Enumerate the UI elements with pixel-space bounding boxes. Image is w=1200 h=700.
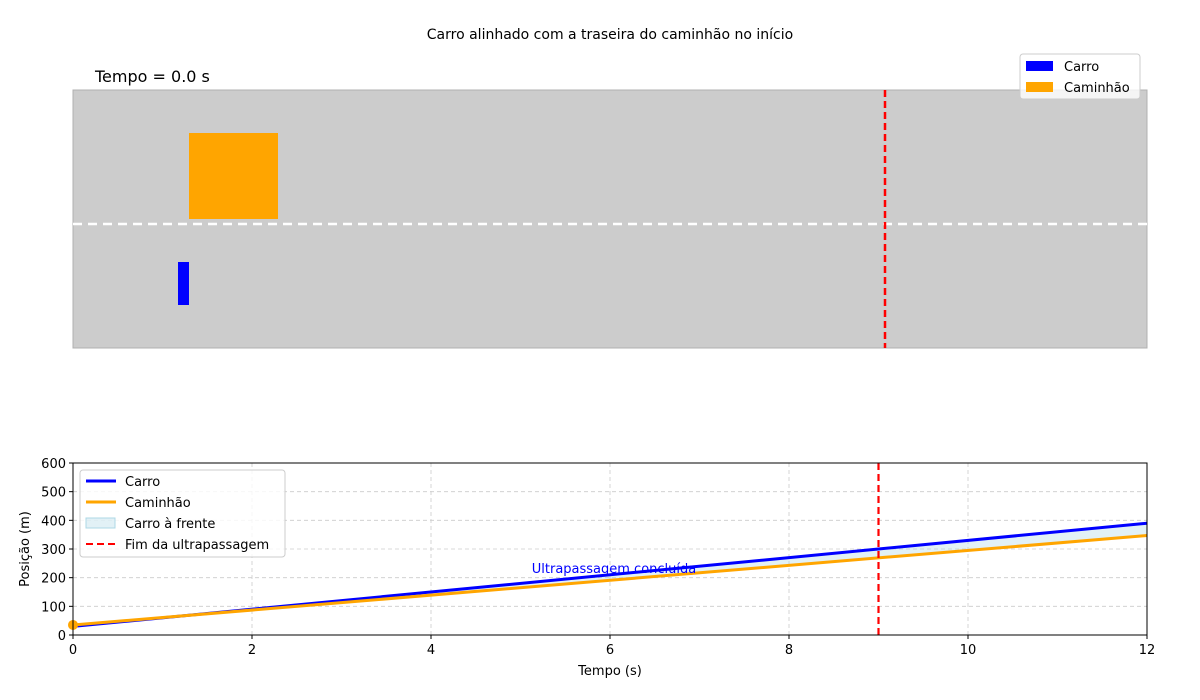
road-legend-label-truck: Caminhão xyxy=(1064,81,1130,96)
road-view: Tempo = 0.0 s Carro Caminhão xyxy=(72,53,1148,349)
car xyxy=(178,262,189,305)
x-tick-label: 6 xyxy=(606,643,614,658)
road-legend-swatch-car xyxy=(1026,61,1053,71)
x-tick-label: 4 xyxy=(427,643,435,658)
y-tick-label: 500 xyxy=(41,486,66,501)
x-tick-label: 8 xyxy=(785,643,793,658)
tick-layer: 0 2 4 6 8 10 12 0 100 200 300 400 500 600 xyxy=(41,457,1155,658)
x-tick-label: 12 xyxy=(1139,643,1156,658)
annotation-text: Ultrapassagem concluída xyxy=(532,562,696,577)
series-line-truck xyxy=(72,534,1148,627)
x-axis-label: Tempo (s) xyxy=(577,664,642,679)
y-tick-label: 400 xyxy=(41,514,66,529)
road-legend-swatch-truck xyxy=(1026,82,1053,92)
y-tick-label: 300 xyxy=(41,543,66,558)
x-tick-label: 0 xyxy=(69,643,77,658)
chart-legend-label-ahead: Carro à frente xyxy=(125,517,215,532)
y-tick-label: 200 xyxy=(41,572,66,587)
y-axis-label: Posição (m) xyxy=(18,511,33,587)
chart-legend-label-truck: Caminhão xyxy=(125,496,191,511)
chart-legend-label-finish: Fim da ultrapassagem xyxy=(125,538,269,553)
truck xyxy=(189,133,278,219)
road-legend-label-car: Carro xyxy=(1064,60,1099,75)
chart-legend: Carro Caminhão Carro à frente Fim da ult… xyxy=(79,469,286,558)
figure-title: Carro alinhado com a traseira do caminhã… xyxy=(427,27,793,43)
x-tick-label: 2 xyxy=(248,643,256,658)
y-tick-label: 0 xyxy=(58,629,66,644)
chart-legend-label-car: Carro xyxy=(125,475,160,490)
time-readout: Tempo = 0.0 s xyxy=(94,67,210,86)
chart-legend-swatch-ahead xyxy=(85,517,116,529)
x-tick-label: 10 xyxy=(960,643,977,658)
position-chart: Ultrapassagem concluída 0 2 4 6 8 10 12 0 100 200… xyxy=(18,457,1155,679)
road-legend: Carro Caminhão xyxy=(1019,53,1141,100)
y-tick-label: 600 xyxy=(41,457,66,472)
series-layer xyxy=(72,521,1148,628)
y-tick-label: 100 xyxy=(41,600,66,615)
chart-legend-frame xyxy=(79,469,286,558)
